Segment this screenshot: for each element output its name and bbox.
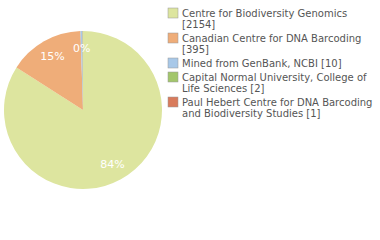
pie [4,31,162,189]
data-label: 15% [40,50,64,63]
legend-swatch [168,8,178,18]
legend-swatch [168,33,178,43]
slice [4,31,162,189]
data-label: 0% [73,42,90,55]
legend-label: Capital Normal University, College ofLif… [182,72,367,94]
legend-label: Paul Hebert Centre for DNA Barcodingand … [182,97,372,119]
legend-swatch [168,58,178,68]
data-labels: 84% 15% 0% [40,42,124,171]
legend: Centre for Biodiversity Genomics[2154] Ca… [168,8,372,119]
chart: 84% 15% 0% Centre for Biodiversity Genomics… [0,0,380,240]
legend-swatch [168,72,178,82]
data-label: 84% [100,158,124,171]
legend-label: Centre for Biodiversity Genomics[2154] [182,8,347,30]
legend-label: Mined from GenBank, NCBI [10] [182,58,342,69]
legend-swatch [168,97,178,107]
legend-label: Canadian Centre for DNA Barcoding[395] [182,33,361,55]
